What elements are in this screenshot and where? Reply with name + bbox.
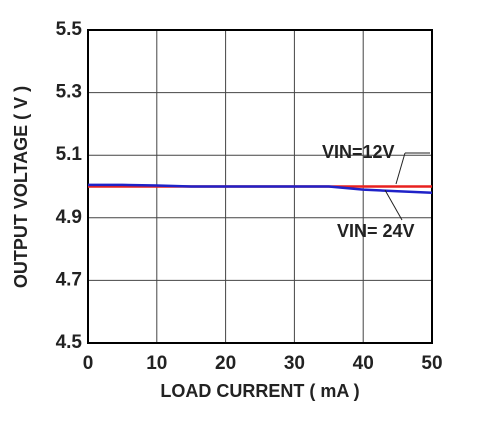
series-line <box>88 183 433 195</box>
leader-line <box>395 152 406 185</box>
y-tick-label: 4.9 <box>56 207 82 228</box>
series-label: VIN= 24V <box>337 221 415 241</box>
leader-line <box>384 189 403 221</box>
y-tick-label: 5.5 <box>56 19 83 40</box>
y-axis-title: OUTPUT VOLTAGE ( V ) <box>11 86 31 288</box>
x-tick-label: 30 <box>284 353 305 374</box>
y-tick-label: 4.7 <box>56 269 82 290</box>
x-tick-label: 50 <box>421 353 442 374</box>
x-tick-label: 40 <box>353 353 374 374</box>
y-tick-label: 5.3 <box>56 82 82 103</box>
y-tick-label: 4.5 <box>56 332 83 353</box>
y-tick-label: 5.1 <box>56 144 83 165</box>
x-axis-title: LOAD CURRENT ( mA ) <box>160 381 359 401</box>
x-tick-label: 10 <box>146 353 167 374</box>
series-label: VIN=12V <box>322 142 395 162</box>
x-tick-label: 0 <box>83 353 94 374</box>
x-tick-label: 20 <box>215 353 236 374</box>
